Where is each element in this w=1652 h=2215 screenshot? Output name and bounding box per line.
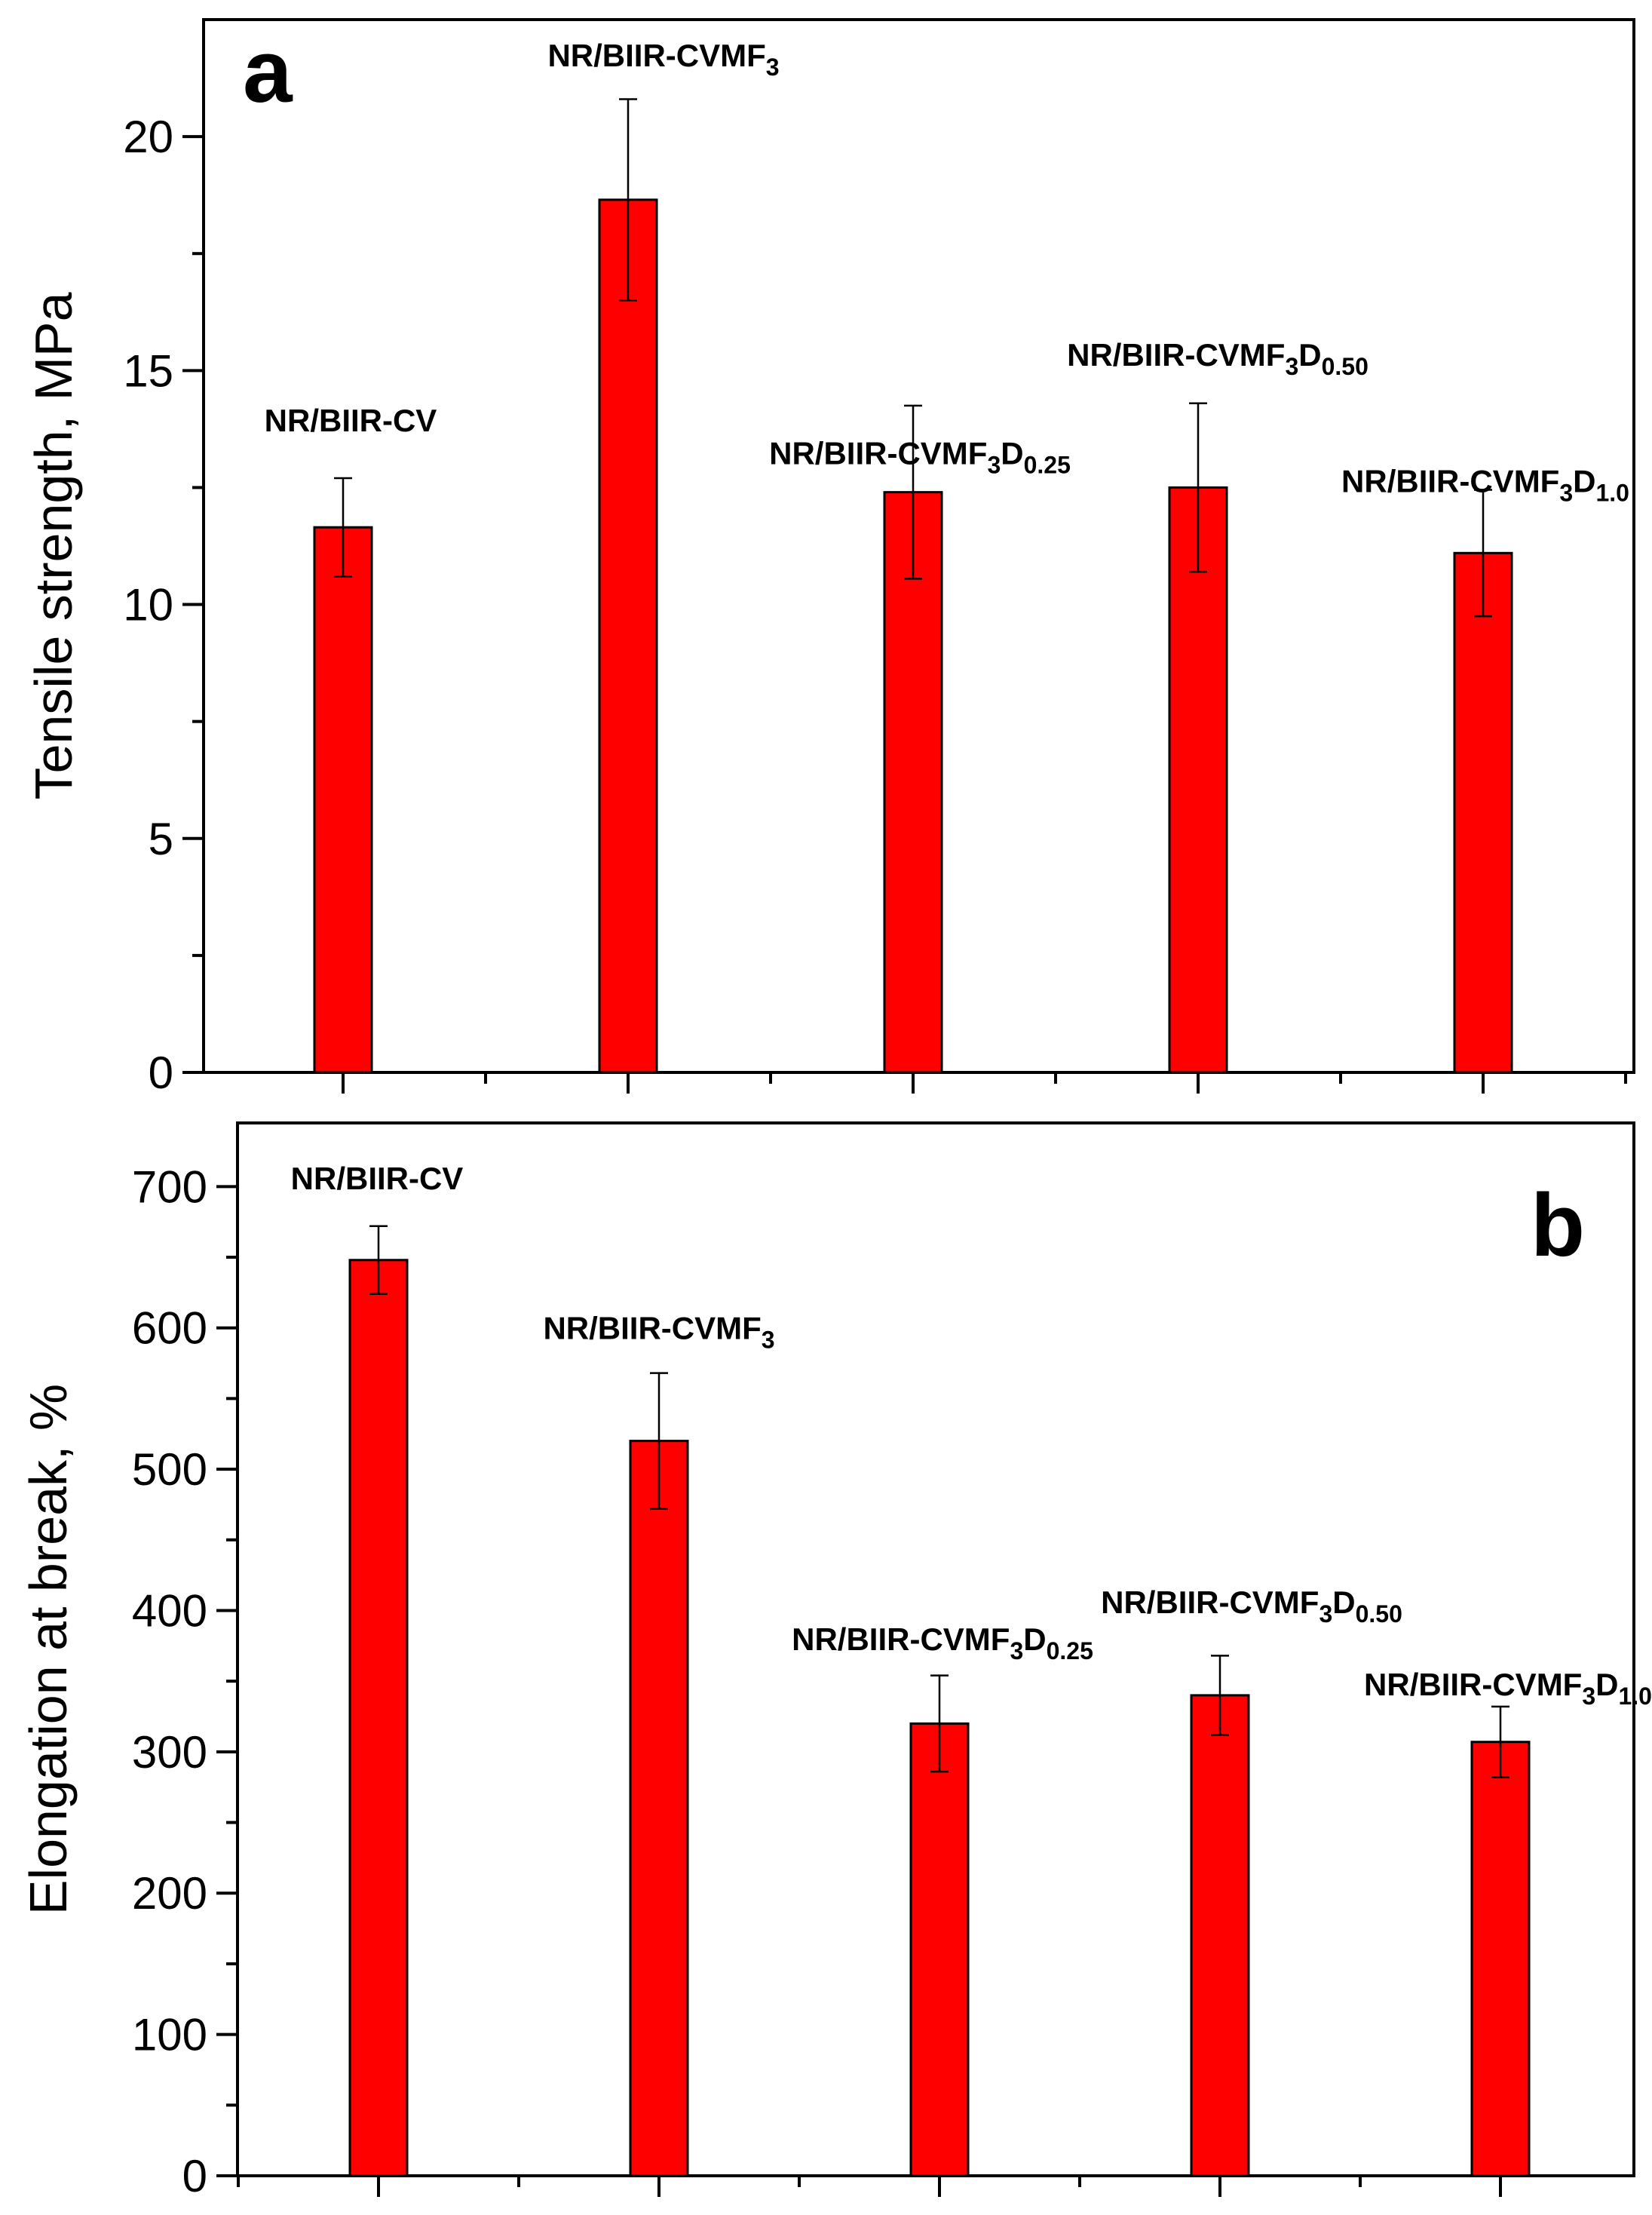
panel-b-y-axis-title: Elongation at break, % — [19, 1384, 78, 1915]
y-tick-label: 200 — [132, 1868, 207, 1919]
panel-b-bars — [348, 1225, 1531, 2177]
y-tick-label: 10 — [123, 580, 173, 630]
bar — [1168, 486, 1228, 1074]
error-bar — [1211, 1655, 1229, 1736]
bar-label: NR/BIIR-CVMF3D0.25 — [792, 1621, 1093, 1664]
bar-label: NR/BIIR-CVMF3D0.50 — [1101, 1585, 1402, 1628]
error-bar — [1491, 1705, 1509, 1778]
panel-b-x-axis — [237, 2176, 1502, 2197]
bar-label: NR/BIIR-CVMF3D0.25 — [769, 435, 1071, 478]
y-tick-label: 100 — [132, 2010, 207, 2060]
panel-a-x-axis — [342, 1072, 1627, 1094]
error-bar — [619, 98, 637, 302]
bar — [1453, 551, 1513, 1074]
bar — [598, 198, 658, 1074]
bar-label: NR/BIIR-CVMF3D1.0 — [1341, 464, 1629, 507]
bar — [1190, 1694, 1250, 2177]
bar — [1470, 1741, 1531, 2177]
bar — [313, 526, 373, 1074]
panel-a-letter: a — [243, 22, 293, 121]
bar-label: NR/BIIR-CV — [265, 403, 437, 438]
error-bar — [1474, 489, 1492, 618]
bar-label: NR/BIIR-CVMF3 — [543, 1311, 774, 1354]
panel-a-bars — [313, 98, 1513, 1074]
y-tick-label: 600 — [132, 1303, 207, 1354]
bar — [629, 1440, 689, 2177]
y-tick-label: 0 — [149, 1048, 173, 1098]
y-tick-label: 700 — [132, 1161, 207, 1212]
y-tick-label: 500 — [132, 1444, 207, 1495]
y-tick-label: 5 — [149, 814, 173, 864]
y-tick-label: 300 — [132, 1727, 207, 1778]
panel-b-y-axis: 0 100 200 300 400 500 600 700 — [132, 1161, 238, 2201]
bar — [909, 1722, 970, 2177]
error-bar — [904, 404, 922, 580]
y-tick-label: 15 — [123, 345, 173, 396]
error-bar — [334, 477, 352, 578]
error-bar — [650, 1372, 668, 1510]
y-tick-label: 400 — [132, 1585, 207, 1636]
panel-a-y-axis-title: Tensile strength, MPa — [24, 292, 83, 799]
panel-a-y-axis: 0 5 10 15 20 — [123, 112, 204, 1098]
panel-a-bar-labels: NR/BIIR-CV NR/BIIR-CVMF3 NR/BIIR-CVMF3D0.2… — [265, 38, 1629, 507]
bar — [348, 1259, 409, 2177]
bar-label: NR/BIIR-CVMF3 — [547, 38, 779, 81]
error-bar — [1189, 402, 1207, 573]
panel-b-letter: b — [1531, 1176, 1585, 1275]
panel-b-bar-labels: NR/BIIR-CV NR/BIIR-CVMF3 NR/BIIR-CVMF3D0.2… — [291, 1161, 1652, 1710]
error-bar — [369, 1225, 388, 1295]
bar-label: NR/BIIR-CVMF3D1.0 — [1364, 1667, 1652, 1710]
bar-label: NR/BIIR-CVMF3D0.50 — [1067, 337, 1368, 380]
error-bar — [930, 1674, 949, 1773]
y-tick-label: 20 — [123, 112, 173, 162]
y-tick-label: 0 — [182, 2151, 207, 2201]
bar-label: NR/BIIR-CV — [291, 1161, 464, 1196]
